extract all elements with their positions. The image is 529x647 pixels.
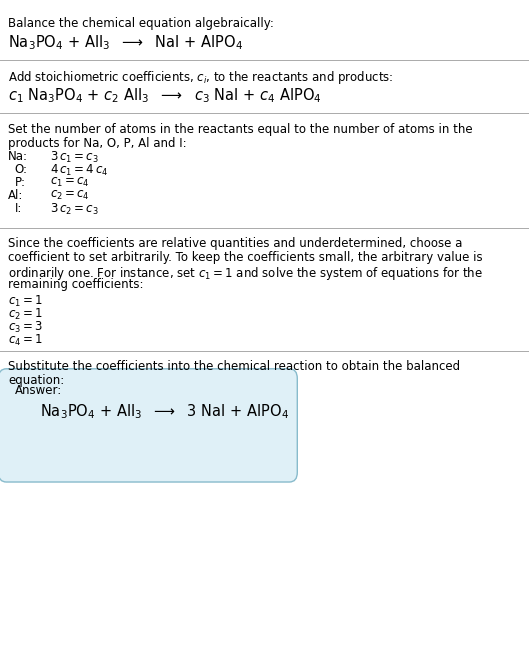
Text: Since the coefficients are relative quantities and underdetermined, choose a: Since the coefficients are relative quan… bbox=[8, 237, 462, 250]
Text: coefficient to set arbitrarily. To keep the coefficients small, the arbitrary va: coefficient to set arbitrarily. To keep … bbox=[8, 251, 482, 264]
Text: $4\,c_1 = 4\,c_4$: $4\,c_1 = 4\,c_4$ bbox=[50, 163, 109, 178]
Text: $c_4 = 1$: $c_4 = 1$ bbox=[8, 333, 43, 347]
Text: Answer:: Answer: bbox=[15, 384, 62, 397]
Text: Substitute the coefficients into the chemical reaction to obtain the balanced: Substitute the coefficients into the che… bbox=[8, 360, 460, 373]
Text: Set the number of atoms in the reactants equal to the number of atoms in the: Set the number of atoms in the reactants… bbox=[8, 123, 472, 136]
Text: Al:: Al: bbox=[8, 189, 23, 202]
Text: O:: O: bbox=[15, 163, 28, 176]
Text: P:: P: bbox=[15, 176, 26, 189]
Text: $3\,c_1 = c_3$: $3\,c_1 = c_3$ bbox=[50, 150, 99, 165]
Text: Na:: Na: bbox=[8, 150, 28, 163]
Text: $c_2 = c_4$: $c_2 = c_4$ bbox=[50, 189, 90, 202]
Text: products for Na, O, P, Al and I:: products for Na, O, P, Al and I: bbox=[8, 137, 187, 149]
Text: $c_1$ Na$_3$PO$_4$ + $c_2$ AlI$_3$  $\longrightarrow$  $c_3$ NaI + $c_4$ AlPO$_4: $c_1$ Na$_3$PO$_4$ + $c_2$ AlI$_3$ $\lon… bbox=[8, 87, 322, 105]
Text: Balance the chemical equation algebraically:: Balance the chemical equation algebraica… bbox=[8, 17, 274, 30]
Text: equation:: equation: bbox=[8, 374, 64, 387]
Text: I:: I: bbox=[15, 202, 22, 215]
Text: $c_3 = 3$: $c_3 = 3$ bbox=[8, 320, 43, 334]
Text: Na$_3$PO$_4$ + AlI$_3$  $\longrightarrow$  NaI + AlPO$_4$: Na$_3$PO$_4$ + AlI$_3$ $\longrightarrow$… bbox=[8, 34, 243, 52]
Text: Na$_3$PO$_4$ + AlI$_3$  $\longrightarrow$  3 NaI + AlPO$_4$: Na$_3$PO$_4$ + AlI$_3$ $\longrightarrow$… bbox=[40, 402, 289, 421]
Text: ordinarily one. For instance, set $c_1 = 1$ and solve the system of equations fo: ordinarily one. For instance, set $c_1 =… bbox=[8, 265, 483, 281]
Text: $c_2 = 1$: $c_2 = 1$ bbox=[8, 307, 43, 322]
FancyBboxPatch shape bbox=[0, 369, 297, 482]
Text: $c_1 = 1$: $c_1 = 1$ bbox=[8, 294, 43, 309]
Text: $c_1 = c_4$: $c_1 = c_4$ bbox=[50, 176, 90, 189]
Text: Add stoichiometric coefficients, $c_i$, to the reactants and products:: Add stoichiometric coefficients, $c_i$, … bbox=[8, 69, 394, 86]
Text: remaining coefficients:: remaining coefficients: bbox=[8, 278, 143, 291]
Text: $3\,c_2 = c_3$: $3\,c_2 = c_3$ bbox=[50, 202, 99, 217]
